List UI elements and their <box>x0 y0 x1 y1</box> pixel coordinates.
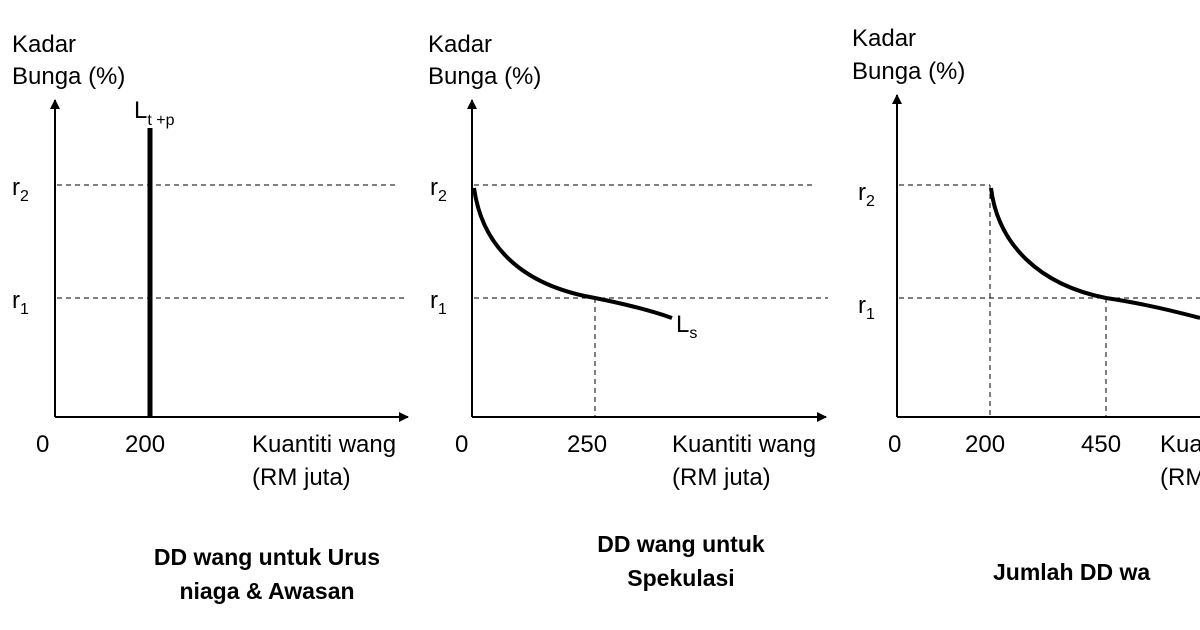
caption-line1: Jumlah DD wa <box>993 559 1150 585</box>
panel-total-demand: Kadar Bunga (%) r2 r1 0 200 450 Kua (RM … <box>852 25 1200 585</box>
origin-label: 0 <box>888 431 901 458</box>
curve-total <box>989 187 1200 320</box>
origin-label: 0 <box>36 431 49 458</box>
y-axis-label-line2: Bunga (%) <box>852 58 965 85</box>
x-tick-200: 200 <box>965 431 1005 458</box>
y-tick-r1: r1 <box>858 292 875 323</box>
x-axis-label-line2: (RM <box>1160 464 1200 491</box>
caption-line1: DD wang untuk Urus <box>154 544 380 570</box>
x-axis-label-line1: Kuantiti wang <box>672 431 816 458</box>
y-axis-label-line1: Kadar <box>852 25 916 52</box>
curve-label-Lt+p: Lt +p <box>134 97 175 129</box>
y-tick-r2: r2 <box>858 179 875 210</box>
caption-line1: DD wang untuk <box>597 531 765 557</box>
x-tick-450: 450 <box>1081 431 1121 458</box>
origin-label: 0 <box>455 431 468 458</box>
x-axis-label-line2: (RM juta) <box>252 464 351 491</box>
x-tick-250: 250 <box>567 431 607 458</box>
y-axis-label-line1: Kadar <box>12 31 76 58</box>
y-axis-label-line2: Bunga (%) <box>12 63 125 90</box>
y-tick-r1: r1 <box>430 287 447 318</box>
y-axis-label-line2: Bunga (%) <box>428 63 541 90</box>
x-axis-label-line2: (RM juta) <box>672 464 771 491</box>
y-tick-r2: r2 <box>430 174 447 205</box>
x-tick-200: 200 <box>125 431 165 458</box>
y-tick-r1: r1 <box>12 287 29 318</box>
x-axis-label-line1: Kuantiti wang <box>252 431 396 458</box>
x-axis-label-line1: Kua <box>1160 431 1200 458</box>
curve-label-Ls: Ls <box>676 311 697 342</box>
panel-transaction-precaution: Kadar Bunga (%) r2 r1 Lt +p 0 200 Kuanti… <box>12 31 409 604</box>
panel-speculation: Kadar Bunga (%) r2 r1 Ls 0 250 Kuantiti … <box>428 31 828 591</box>
y-axis-label-line1: Kadar <box>428 31 492 58</box>
curve-Ls <box>472 187 673 320</box>
caption-line2: niaga & Awasan <box>179 578 354 604</box>
caption-line2: Spekulasi <box>627 565 734 591</box>
y-tick-r2: r2 <box>12 174 29 205</box>
